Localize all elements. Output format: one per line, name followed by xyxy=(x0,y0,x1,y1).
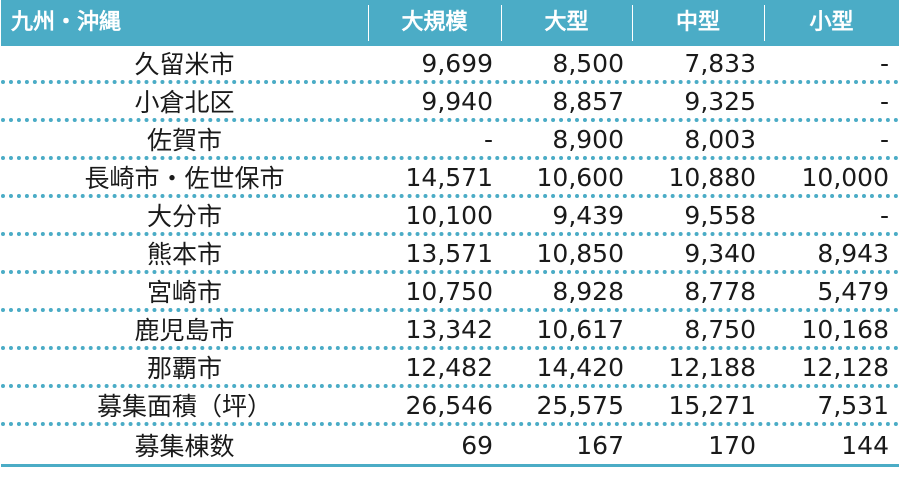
cell-large-scale: 13,342 xyxy=(405,314,493,344)
cell-medium: 9,558 xyxy=(684,200,756,230)
cell-medium: 8,003 xyxy=(684,124,756,154)
cell-large: 8,900 xyxy=(552,124,624,154)
table-row: 熊本市 13,571 10,850 9,340 8,943 xyxy=(1,236,899,274)
cell-large-scale: - xyxy=(483,124,493,154)
cell-large-scale: 10,100 xyxy=(405,200,493,230)
rent-table: 九州・沖縄 大規模 大型 中型 小型 久留米市 9,699 8,500 7,83… xyxy=(1,0,899,467)
cell-large-scale: 9,699 xyxy=(421,48,493,78)
cell-large: 8,857 xyxy=(552,86,624,116)
cell-large: 8,928 xyxy=(552,276,624,306)
cell-large-scale: 9,940 xyxy=(421,86,493,116)
cell-large: 25,575 xyxy=(536,390,624,420)
header-col-large: 大型 xyxy=(501,0,632,46)
cell-small: 8,943 xyxy=(817,238,889,268)
table-row: 募集面積（坪） 26,546 25,575 15,271 7,531 xyxy=(1,388,899,426)
cell-large: 167 xyxy=(576,430,624,460)
cell-large-scale: 14,571 xyxy=(405,162,493,192)
cell-medium: 8,778 xyxy=(684,276,756,306)
table-row: 佐賀市 - 8,900 8,003 - xyxy=(1,122,899,160)
cell-small: - xyxy=(879,86,889,116)
row-label: 長崎市・佐世保市 xyxy=(84,164,285,193)
cell-medium: 170 xyxy=(708,430,756,460)
row-label: 宮崎市 xyxy=(146,278,222,307)
cell-small: 12,128 xyxy=(801,352,889,382)
row-label: 佐賀市 xyxy=(146,126,222,155)
cell-medium: 9,325 xyxy=(684,86,756,116)
cell-large-scale: 10,750 xyxy=(405,276,493,306)
table-row: 久留米市 9,699 8,500 7,833 - xyxy=(1,46,899,84)
cell-small: - xyxy=(879,200,889,230)
row-label: 久留米市 xyxy=(134,50,235,79)
row-label: 募集棟数 xyxy=(134,432,235,461)
cell-medium: 10,880 xyxy=(668,162,756,192)
cell-medium: 7,833 xyxy=(684,48,756,78)
cell-large-scale: 12,482 xyxy=(405,352,493,382)
row-label: 熊本市 xyxy=(146,240,222,269)
cell-small: 144 xyxy=(841,430,889,460)
table-row: 宮崎市 10,750 8,928 8,778 5,479 xyxy=(1,274,899,312)
row-label: 鹿児島市 xyxy=(134,316,235,345)
cell-large: 10,850 xyxy=(536,238,624,268)
cell-large: 10,600 xyxy=(536,162,624,192)
cell-large: 9,439 xyxy=(552,200,624,230)
cell-medium: 8,750 xyxy=(684,314,756,344)
header-col-small: 小型 xyxy=(764,0,899,46)
cell-large: 8,500 xyxy=(552,48,624,78)
row-label: 小倉北区 xyxy=(134,88,235,117)
row-label: 募集面積（坪） xyxy=(96,392,272,421)
row-label: 大分市 xyxy=(146,202,222,231)
cell-medium: 15,271 xyxy=(668,390,756,420)
cell-small: - xyxy=(879,48,889,78)
table-row: 鹿児島市 13,342 10,617 8,750 10,168 xyxy=(1,312,899,350)
table-header: 九州・沖縄 大規模 大型 中型 小型 xyxy=(1,0,899,46)
table-row: 小倉北区 9,940 8,857 9,325 - xyxy=(1,84,899,122)
table-row: 募集棟数 69 167 170 144 xyxy=(1,426,899,467)
table-row: 那覇市 12,482 14,420 12,188 12,128 xyxy=(1,350,899,388)
cell-large: 14,420 xyxy=(536,352,624,382)
cell-small: 10,168 xyxy=(801,314,889,344)
table-row: 大分市 10,100 9,439 9,558 - xyxy=(1,198,899,236)
cell-large-scale: 13,571 xyxy=(405,238,493,268)
header-col-large-scale: 大規模 xyxy=(368,0,501,46)
cell-large-scale: 26,546 xyxy=(405,390,493,420)
cell-medium: 12,188 xyxy=(668,352,756,382)
header-region: 九州・沖縄 xyxy=(11,10,122,35)
table-row: 長崎市・佐世保市 14,571 10,600 10,880 10,000 xyxy=(1,160,899,198)
cell-small: 5,479 xyxy=(817,276,889,306)
cell-large: 10,617 xyxy=(536,314,624,344)
cell-small: 10,000 xyxy=(801,162,889,192)
cell-large-scale: 69 xyxy=(461,430,493,460)
cell-small: 7,531 xyxy=(817,390,889,420)
cell-small: - xyxy=(879,124,889,154)
row-label: 那覇市 xyxy=(146,354,222,383)
header-col-medium: 中型 xyxy=(632,0,764,46)
cell-medium: 9,340 xyxy=(684,238,756,268)
